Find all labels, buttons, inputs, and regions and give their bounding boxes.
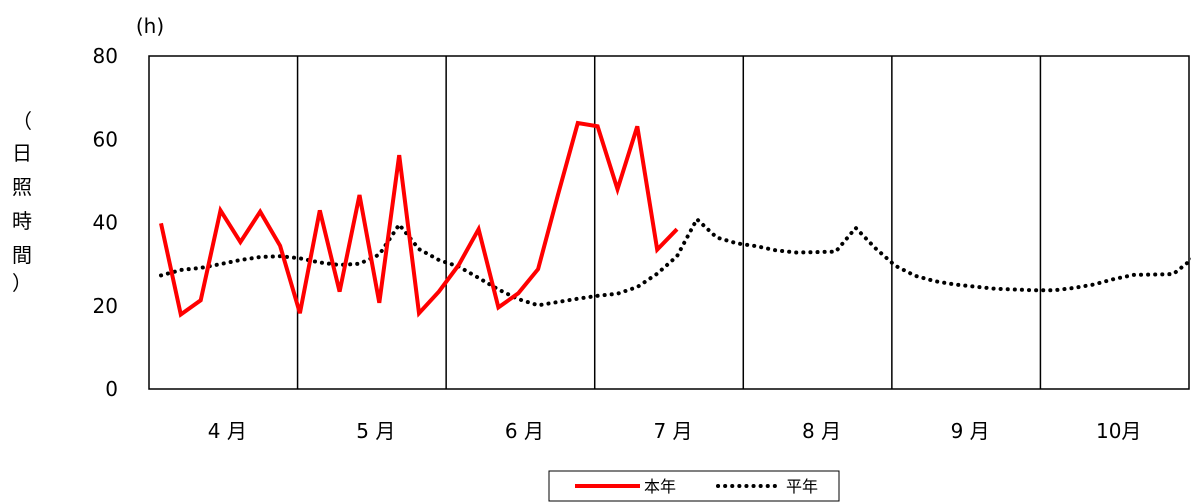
y-axis-label-char: 時 (12, 209, 32, 233)
y-axis-label-char: ） (12, 271, 32, 295)
x-tick-labels: 4 月 5 月 6 月 7 月 8 月 9 月 10月 (208, 419, 1142, 443)
y-tick-label: 40 (93, 211, 118, 235)
series-group (159, 120, 1191, 318)
month-divider-grid (296, 56, 1042, 389)
plot-area-frame (148, 55, 1190, 390)
y-axis-unit-label: (h) (136, 14, 164, 38)
y-tick-labels: 0 20 40 60 80 (93, 44, 118, 401)
x-tick-label: 9 月 (951, 419, 990, 443)
legend: 本年 平年 (548, 470, 840, 502)
y-tick-label: 20 (93, 294, 118, 318)
x-tick-label: 7 月 (653, 419, 692, 443)
x-tick-label: 6 月 (505, 419, 544, 443)
x-tick-label: 4 月 (208, 419, 247, 443)
x-tick-label: 10月 (1096, 419, 1141, 443)
series-line-current-year (159, 120, 679, 318)
series-line-normal-year (159, 215, 1191, 308)
legend-label-normal-year: 平年 (786, 477, 818, 496)
y-axis-label-char: 日 (12, 141, 32, 165)
y-axis-label-char: 照 (12, 175, 32, 199)
y-tick-label: 80 (93, 44, 118, 68)
y-tick-label: 60 (93, 127, 118, 151)
x-tick-label: 5 月 (356, 419, 395, 443)
legend-label-current-year: 本年 (644, 477, 676, 496)
y-axis-label-char: （ (12, 109, 32, 133)
y-axis-label-char: 間 (12, 243, 32, 267)
x-tick-label: 8 月 (802, 419, 841, 443)
y-tick-label: 0 (105, 377, 118, 401)
